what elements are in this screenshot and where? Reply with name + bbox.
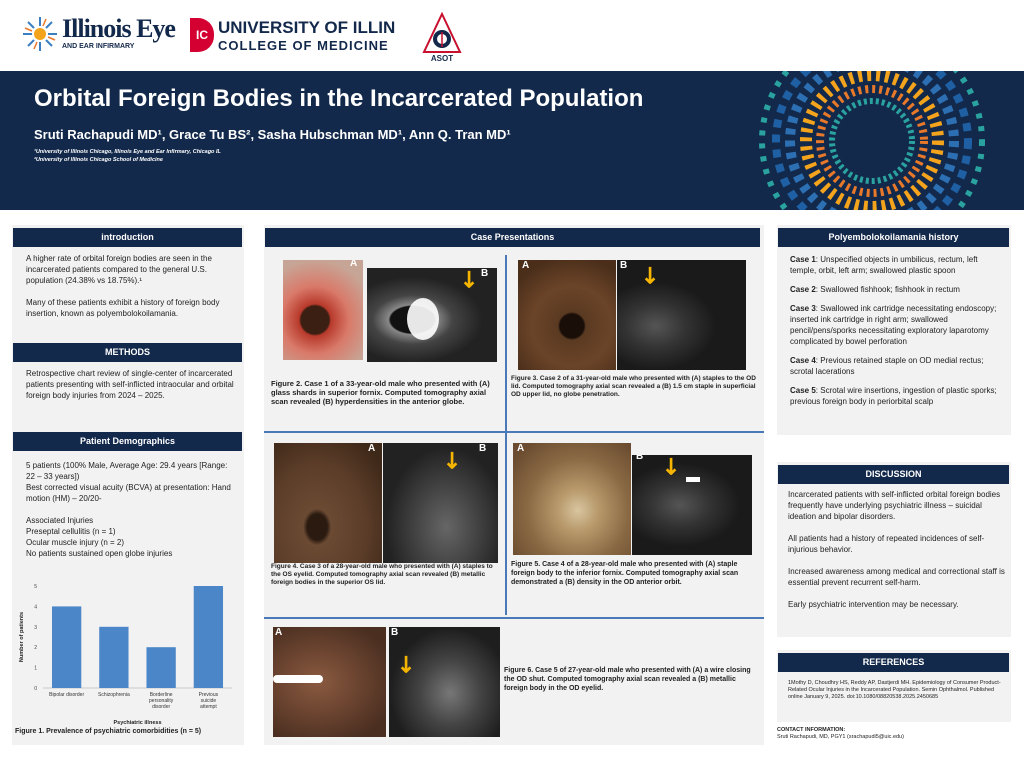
introduction-text: A higher rate of orbital foreign bodies … [26,254,220,318]
history-heading: Polyembolokoilamania history [778,228,1009,247]
demographics-heading: Patient Demographics [13,432,242,451]
x-tick-label: personality [149,698,174,704]
uic-line2: COLLEGE OF MEDICINE [218,38,389,53]
arrow-icon: ↘ [454,268,485,295]
case5-label-a: A [275,627,283,638]
uic-logo: IC UNIVERSITY OF ILLINOIS COLLEGE OF MED… [190,16,395,56]
x-tick-label: Bipolar disorder [49,692,84,698]
illinois-eye-wordmark: Illinois Eye [62,14,176,43]
divider-v1 [505,255,507,615]
bar-1 [99,626,129,688]
case1-ct-b: B ↘ [367,268,497,362]
x-tick-label: attempt [200,704,217,710]
case5-label-b: B [391,627,399,638]
case3-label-a: A [368,443,376,454]
methods-heading: METHODS [13,343,242,362]
arrow-icon: ↘ [437,444,468,476]
case2-label-a: A [522,260,530,271]
arrow-icon: ↘ [635,260,666,291]
x-tick-label: Schizophrenia [98,692,130,698]
divider-h1 [264,431,764,433]
arrow-icon: ↘ [391,648,422,680]
y-tick-label: 0 [34,686,37,692]
mandala-decoration [759,71,985,210]
case4-label-a: A [517,443,525,454]
discussion-panel [777,462,1011,637]
reference-1: 1Mothy D, Choudhry HS, Reddy AP, Dastjer… [788,680,1001,700]
affiliation-2: ²University of Illinois Chicago School o… [34,157,163,163]
references-heading: REFERENCES [778,653,1009,672]
history-panel [777,225,1011,435]
x-tick-label: disorder [152,704,170,710]
y-axis-title: Number of patients [19,612,25,662]
case-presentations-heading: Case Presentations [265,228,760,247]
case3-ct-b: B ↘ [383,443,498,563]
figure4-caption: Figure 4. Case 3 of a 28-year-old male w… [271,563,493,586]
divider-h2 [264,617,764,619]
bar-0 [51,606,82,688]
case5-ct-b: B ↘ [389,627,500,737]
asot-logo: ASOT [422,11,462,66]
discussion-heading: DISCUSSION [778,465,1009,484]
illinois-eye-logo: Illinois Eye AND EAR INFIRMARY [22,12,176,56]
psychiatric-comorbidities-chart: 0 1 2 3 4 5 Bipolar disorder Schizophrenia Borde… [19,584,232,726]
title-banner: Orbital Foreign Bodies in the Incarcerat… [0,71,1024,210]
case2-ct-b: B ↘ [617,260,746,370]
asot-label: ASOT [430,54,454,63]
history-case2: Case 2: Swallowed fishhook; fishhook in … [790,285,960,294]
methods-text: Retrospective chart review of single-cen… [26,369,234,400]
figure1-caption: Figure 1. Prevalence of psychiatric como… [15,728,202,735]
case3-label-b: B [479,443,487,454]
y-tick-label: 5 [34,584,37,590]
history-case5: Case 5: Scrotal wire insertions, ingesti… [790,386,997,406]
affiliation-1: ¹University of Illinois Chicago, Illinoi… [34,149,221,155]
illinois-eye-subtitle: AND EAR INFIRMARY [62,43,135,50]
figure5-caption: Figure 5. Case 4 of a 28-year-old male w… [511,561,739,586]
y-tick-label: 4 [34,604,37,610]
y-tick-label: 1 [34,666,37,672]
case4-photo-a: A [513,443,631,555]
asot-emblem-icon [422,11,462,53]
discussion-text: Incarcerated patients with self-inflicte… [788,490,1005,609]
sunburst-icon [23,17,57,51]
history-cases: Case 1: Unspecified objects in umbilicus… [790,254,1005,415]
x-tick-label: Borderline [150,692,173,698]
case2-photo-a: A [518,260,616,370]
history-case1: Case 1: Unspecified objects in umbilicus… [790,255,978,275]
case4-ct-b: B ↘ [632,455,752,555]
poster-title: Orbital Foreign Bodies in the Incarcerat… [34,85,644,112]
case3-photo-a: A [274,443,382,563]
x-tick-label: suicide [201,698,217,704]
history-case3: Case 3: Swallowed ink cartridge necessit… [790,304,997,346]
figure2-caption: Figure 2. Case 1 of a 33-year-old male w… [271,379,490,406]
x-tick-label: Previous [199,692,219,698]
bar-3 [193,586,224,688]
case1-label-b: B [481,268,489,279]
uic-badge: IC [190,18,214,52]
y-tick-label: 2 [34,645,37,651]
case1-label-a: A [350,260,358,269]
case4-label-b: B [636,455,644,462]
y-tick-label: 3 [34,625,37,631]
author-list: Sruti Rachapudi MD¹, Grace Tu BS², Sasha… [34,127,511,142]
figure6-caption: Figure 6. Case 5 of 27-year-old male who… [504,667,751,692]
contact-heading: CONTACT INFORMATION: [777,727,846,733]
case5-photo-a: A [273,627,386,737]
uic-line1: UNIVERSITY OF ILLINOIS [218,18,395,37]
case1-photo-a: A [283,260,363,360]
bar-2 [146,647,176,688]
case2-label-b: B [620,260,628,271]
x-axis-title: Psychiatric illness [114,720,162,726]
figure3-caption: Figure 3. Case 2 of a 31-year-old male w… [511,375,756,398]
arrow-icon: ↘ [656,455,687,482]
contact-text: Sruti Rachapudi, MD, PGY1 (srachapudi5@u… [777,734,904,740]
history-case4: Case 4: Previous retained staple on OD m… [790,356,984,376]
demographics-text: 5 patients (100% Male, Average Age: 29.4… [26,461,231,558]
introduction-heading: introduction [13,228,242,247]
